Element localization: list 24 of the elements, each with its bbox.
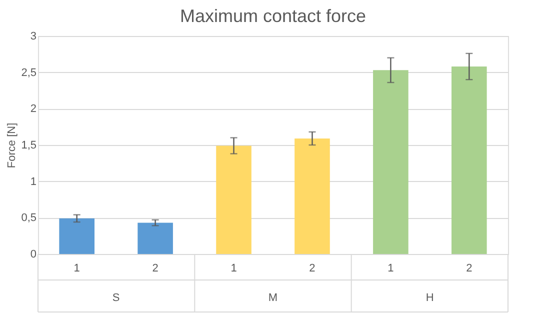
y-tick-label: 0 (30, 248, 36, 260)
x-tick-label: 1 (230, 262, 237, 274)
x-tick-label: 2 (466, 262, 472, 274)
x-tick-label: 2 (309, 262, 316, 274)
y-tick-label: 2 (30, 103, 36, 116)
x-tick-label: 2 (152, 262, 158, 274)
bar (452, 66, 487, 254)
y-tick-label: 0,5 (21, 212, 36, 224)
x-tick-label: 1 (388, 262, 394, 274)
bar (373, 70, 408, 254)
y-axis-title: Force [N] (6, 122, 18, 168)
bar (59, 218, 94, 254)
bar (294, 138, 330, 254)
text: M (268, 292, 278, 304)
y-tick-label: 3 (30, 30, 36, 42)
text: S (112, 292, 120, 304)
text: H (426, 292, 434, 304)
x-tick-label: 1 (74, 262, 80, 274)
y-tick-label: 1 (30, 176, 36, 188)
bar (138, 222, 173, 254)
bar (216, 146, 252, 254)
chart-title: Maximum contact force (180, 6, 366, 26)
y-tick-label: 1,5 (21, 140, 36, 152)
y-tick-label: 2,5 (21, 66, 36, 79)
